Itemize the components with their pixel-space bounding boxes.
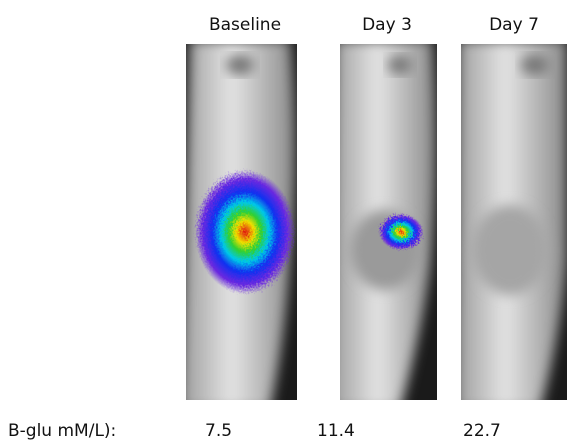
image-baseline: [186, 44, 297, 400]
row-label: B-glu mM/L):: [8, 421, 116, 441]
panel-title: Day 7: [489, 15, 539, 35]
glucose-value: 22.7: [463, 421, 501, 441]
image-day-3: [340, 44, 437, 400]
panel-title: Day 3: [362, 15, 412, 35]
glucose-value: 11.4: [317, 421, 355, 441]
panel-title: Baseline: [209, 15, 281, 35]
glucose-value: 7.5: [205, 421, 232, 441]
image-day-7: [461, 44, 567, 400]
